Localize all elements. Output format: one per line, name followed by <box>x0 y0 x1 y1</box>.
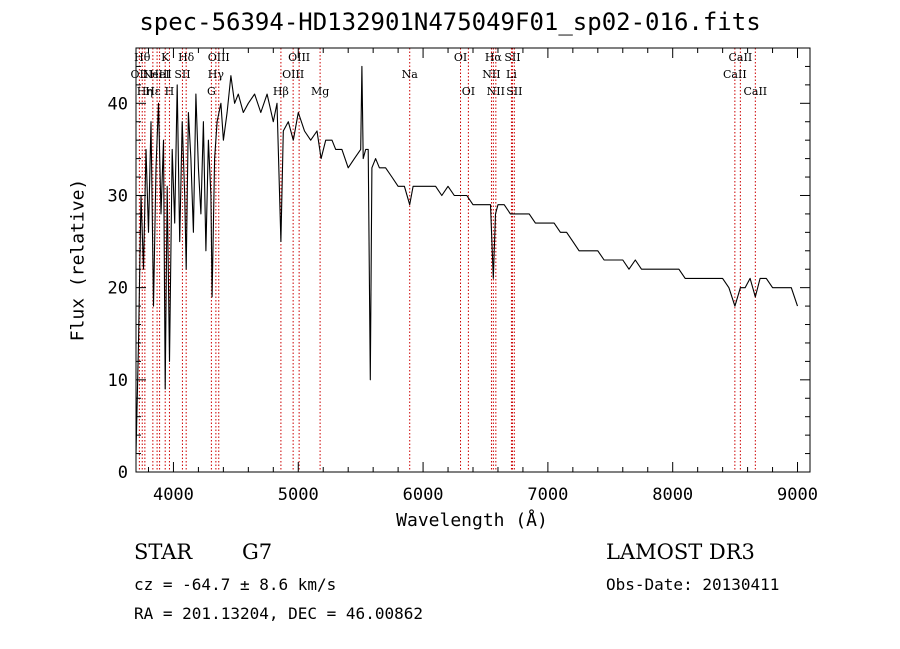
observation-date: Obs-Date: 20130411 <box>606 575 780 594</box>
line-marker-label: Hγ <box>208 68 225 81</box>
y-axis-label: Flux (relative) <box>67 178 89 342</box>
x-tick-label: 7000 <box>527 485 568 505</box>
redshift-velocity: cz = -64.7 ± 8.6 km/s <box>134 575 337 594</box>
line-marker-label: SII <box>504 51 520 64</box>
line-marker-label: CaII <box>743 85 767 98</box>
line-marker-label: Hα <box>485 51 503 64</box>
x-tick-label: 5000 <box>278 485 319 505</box>
y-tick-label: 30 <box>108 186 128 206</box>
line-marker-label: H <box>165 85 175 98</box>
line-marker-label: NII <box>487 85 505 98</box>
survey-label: LAMOST DR3 <box>606 540 755 564</box>
line-marker-label: Hε <box>145 85 161 98</box>
x-tick-label: 9000 <box>777 485 818 505</box>
y-tick-label: 0 <box>118 463 128 483</box>
line-marker-label: CaII <box>723 68 747 81</box>
line-marker-label: HeI <box>149 68 169 81</box>
axes: 4000 5000 6000 7000 8000 9000 0 10 20 30 40 <box>108 47 818 505</box>
line-marker-label: SII <box>506 85 522 98</box>
line-marker-label: OII <box>131 68 149 81</box>
chart-title: spec-56394-HD132901N475049F01_sp02-016.f… <box>139 8 761 36</box>
x-tick-label: 6000 <box>403 485 444 505</box>
line-marker-label: OIII <box>208 51 230 64</box>
line-marker-label: OIII <box>288 51 310 64</box>
line-marker-label: Hη <box>137 85 153 98</box>
line-marker-label: Mg <box>311 85 329 98</box>
line-marker-label: CaII <box>729 51 753 64</box>
line-markers <box>138 48 756 472</box>
coordinates: RA = 201.13204, DEC = 46.00862 <box>134 604 423 623</box>
line-marker-label: OI <box>462 85 475 98</box>
line-marker-label: G <box>207 85 216 98</box>
line-marker-label: Hθ <box>134 51 151 64</box>
line-marker-label: SII <box>174 68 190 81</box>
line-marker-label: OIII <box>282 68 304 81</box>
line-marker-label: Li <box>506 68 517 81</box>
y-tick-label: 10 <box>108 371 128 391</box>
line-marker-label: Hδ <box>178 51 195 64</box>
y-tick-label: 40 <box>108 94 128 114</box>
subclass: G7 <box>242 540 273 564</box>
x-tick-label: 4000 <box>153 485 194 505</box>
line-marker-label: K <box>161 51 170 64</box>
x-tick-label: 8000 <box>652 485 693 505</box>
line-marker-label: NeIII <box>143 68 172 81</box>
flux-series <box>135 65 799 454</box>
plot-frame <box>135 47 811 473</box>
line-marker-label: NII <box>482 68 500 81</box>
line-marker-label: Hβ <box>273 85 289 98</box>
x-axis-label: Wavelength (Å) <box>396 510 548 531</box>
flux-line <box>135 65 799 454</box>
line-marker-label: OI <box>454 51 467 64</box>
line-marker-label: Na <box>402 68 419 81</box>
object-class: STAR <box>134 540 193 564</box>
y-tick-label: 20 <box>108 279 128 299</box>
